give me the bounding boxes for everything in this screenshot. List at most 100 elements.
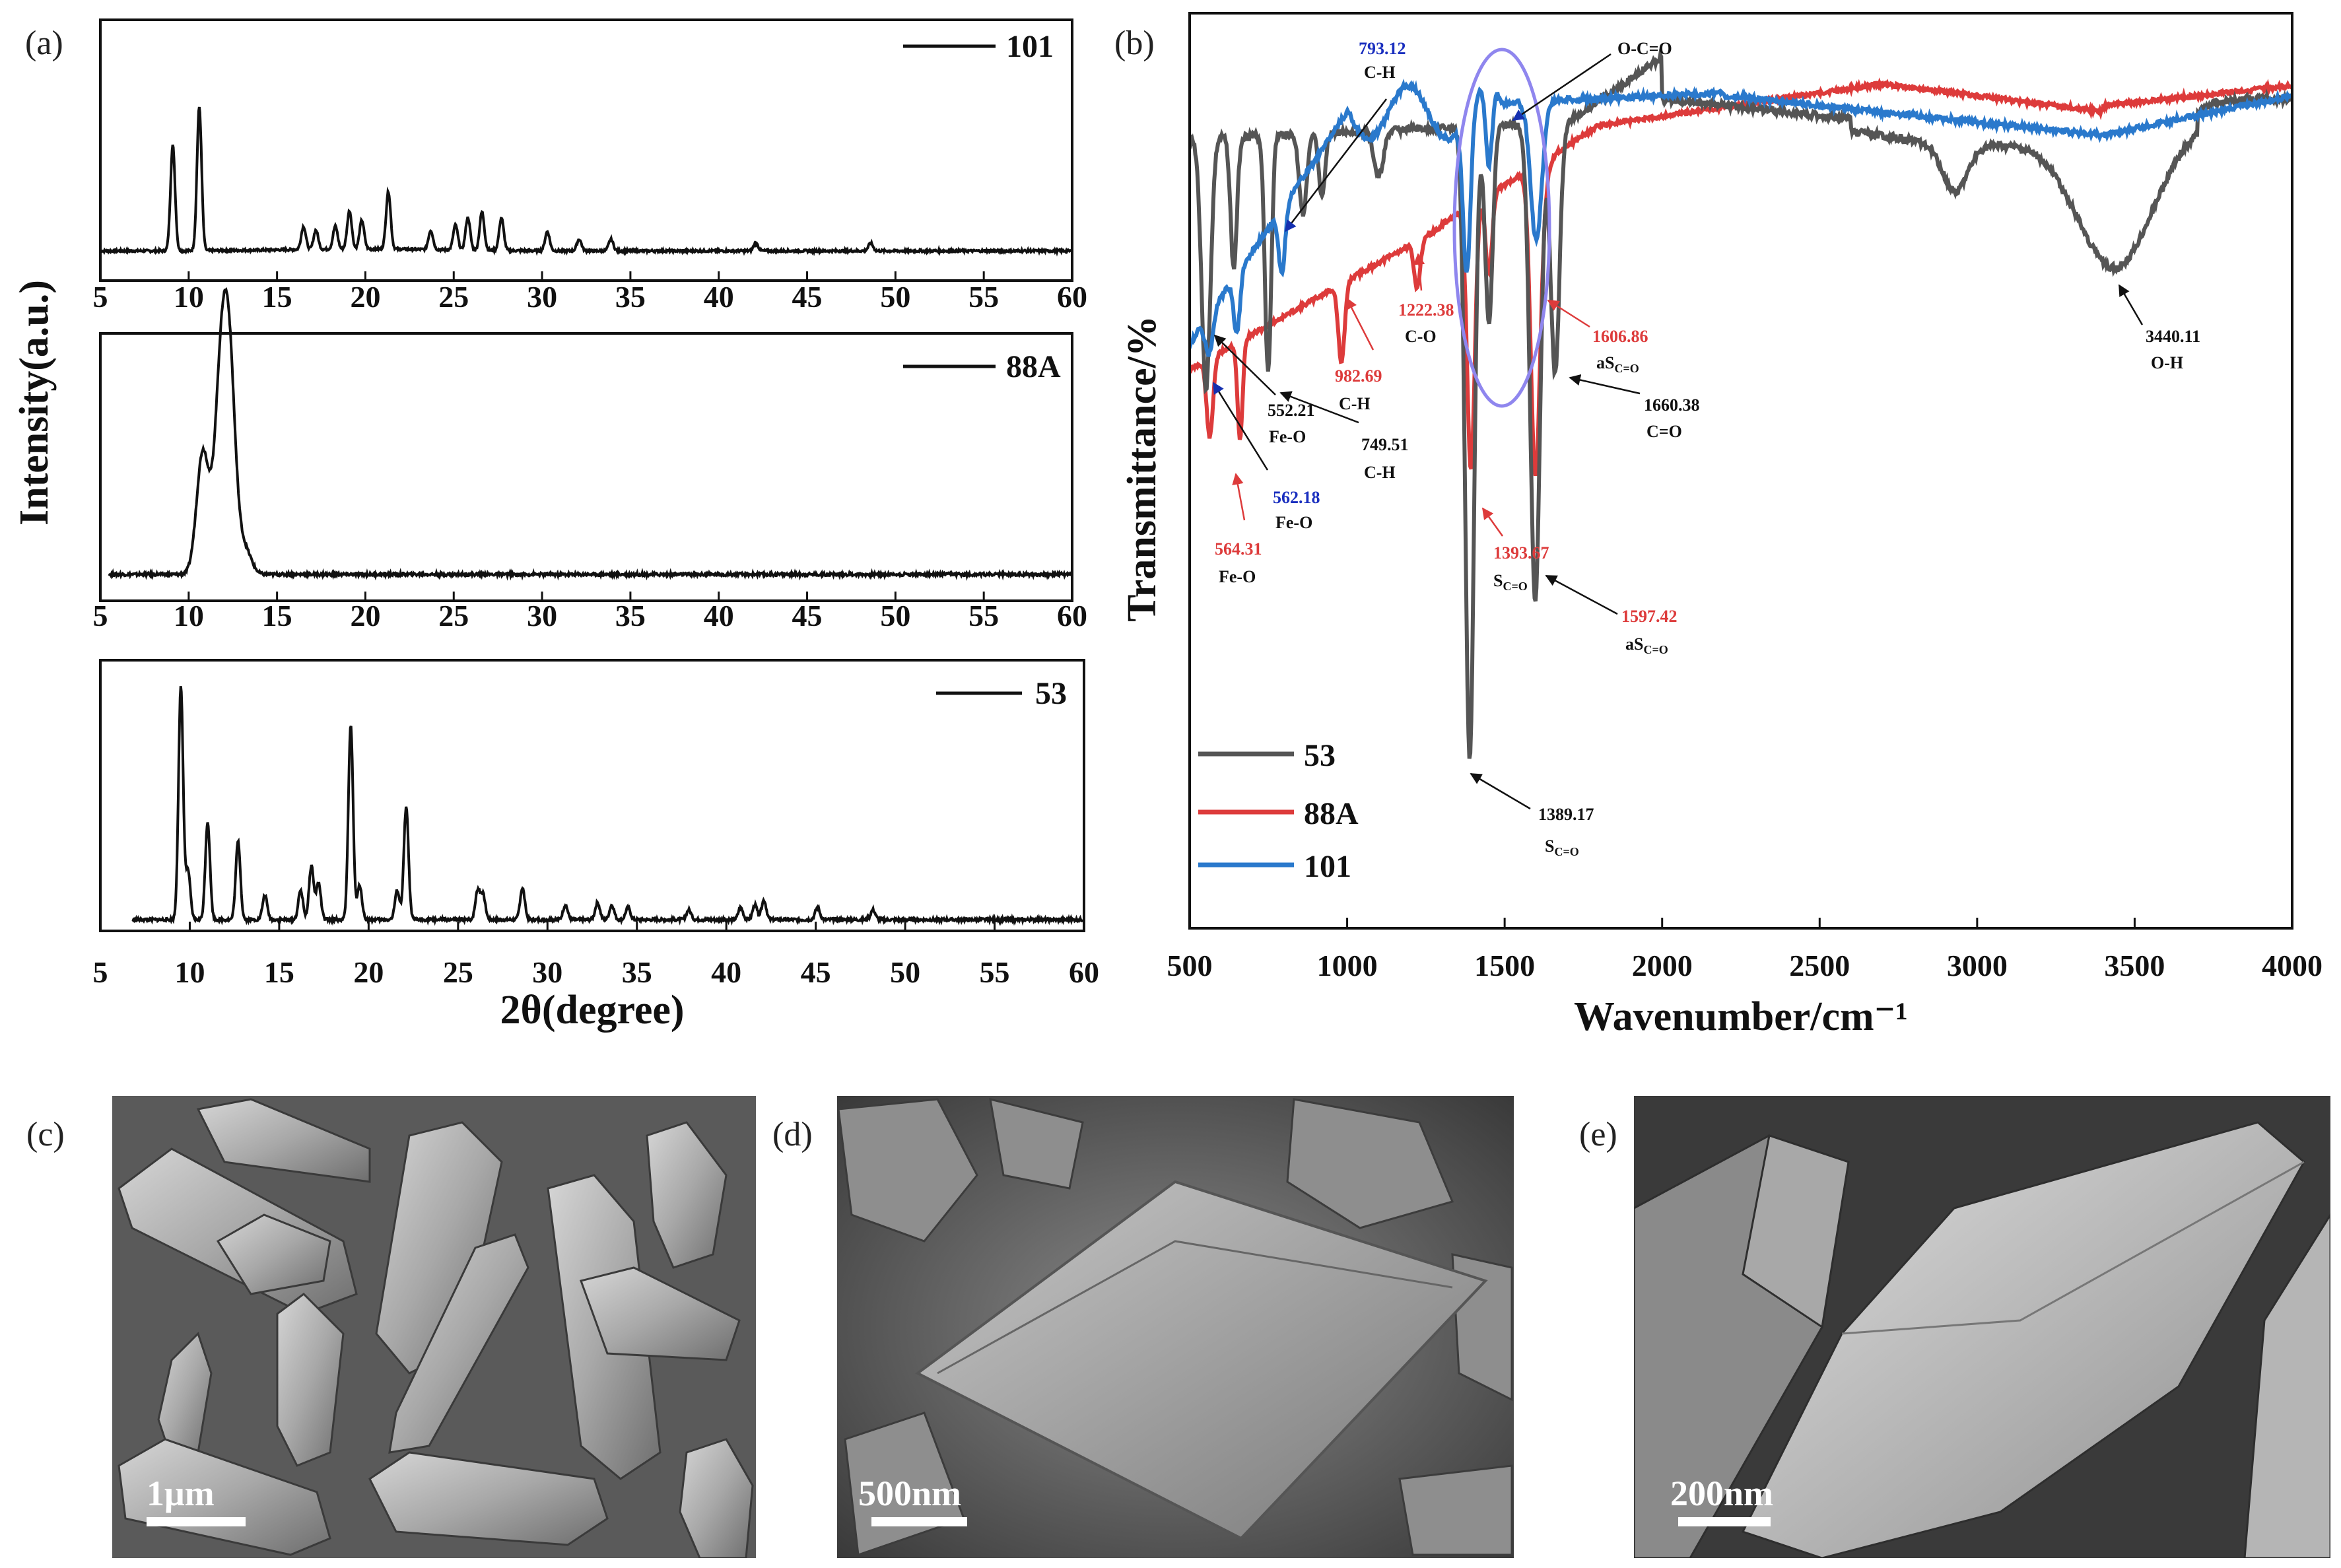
ftir-legend: 53 88A 101 [1198, 738, 1359, 884]
ann-1389-group: SC=O [1545, 836, 1579, 858]
arrow-552 [1213, 334, 1276, 395]
xrd-tick-label: 10 [174, 280, 204, 314]
arrow-1222 [1413, 253, 1425, 291]
xrd-101-x-ticks: 5 10 15 20 25 30 35 40 45 50 55 60 [93, 271, 1087, 314]
ann-1597-group: aSC=O [1625, 634, 1668, 656]
xrd-tick-label: 15 [262, 280, 292, 314]
xrd-tick-label: 15 [262, 599, 292, 632]
panel-d-label: (d) [772, 1116, 813, 1153]
xrd-tick-label: 5 [93, 955, 108, 989]
xrd-tick-label: 55 [980, 955, 1010, 989]
ftir-frame [1188, 12, 2293, 930]
ftir-tick-label: 1500 [1474, 949, 1535, 982]
ann-982-group: C-H [1339, 394, 1371, 413]
arrow-1660 [1569, 374, 1641, 395]
ann-1660-num: 1660.38 [1644, 395, 1700, 415]
ftir-y-axis-label: Transmittance/% [1120, 316, 1165, 622]
ann-793-num: 793.12 [1359, 39, 1406, 58]
ann-1393-group: SC=O [1493, 571, 1528, 593]
ann-562-group: Fe-O [1275, 513, 1312, 532]
xrd-tick-label: 35 [615, 280, 646, 314]
xrd-tick-label: 45 [801, 955, 831, 989]
xrd-tick-label: 15 [264, 955, 294, 989]
ann-749-group: C-H [1364, 463, 1396, 482]
ftir-tick-label: 3500 [2104, 949, 2165, 982]
panel-b-label: (b) [1114, 24, 1155, 62]
sem-image-d: 500nm [837, 1096, 1514, 1558]
sem-d-crystal [915, 1180, 1488, 1540]
xrd-y-axis-label: Intensity(a.u.) [12, 280, 57, 526]
ann-1660-group: C=O [1646, 422, 1682, 441]
ftir-88A-spectrum [1191, 77, 2291, 477]
xrd-53-frame [99, 659, 1085, 932]
ann-793-group: C-H [1364, 63, 1396, 82]
ann-ocO: O-C=O [1617, 39, 1672, 58]
xrd-tick-label: 25 [438, 599, 469, 632]
xrd-tick-label: 60 [1057, 599, 1087, 632]
xrd-88A-x-ticks: 5 10 15 20 25 30 35 40 45 50 55 60 [93, 592, 1087, 632]
ftir-legend-101: 101 [1304, 849, 1351, 884]
legend-53-label: 53 [1035, 676, 1067, 711]
xrd-tick-label: 20 [350, 280, 380, 314]
xrd-88A-frame [99, 332, 1073, 602]
arrow-562 [1212, 382, 1269, 471]
legend-101-label: 101 [1006, 29, 1054, 64]
xrd-tick-label: 30 [527, 599, 557, 632]
ann-1606-group: aSC=O [1596, 353, 1639, 375]
arrow-1606 [1547, 299, 1590, 328]
xrd-tick-label: 60 [1069, 955, 1099, 989]
scale-bar-c: 1μm [147, 1474, 215, 1513]
ann-3440-group: O-H [2151, 353, 2183, 372]
xrd-tick-label: 55 [968, 599, 999, 632]
sem-image-c: 1μm [112, 1096, 756, 1558]
ann-1222-group: C-O [1405, 327, 1437, 346]
arrow-3440 [2118, 284, 2144, 325]
scale-bar-e: 200nm [1670, 1474, 1773, 1513]
xrd-tick-label: 45 [792, 280, 823, 314]
ann-552-group: Fe-O [1269, 427, 1306, 446]
arrow-1597 [1545, 574, 1618, 615]
arrow-1389 [1470, 772, 1531, 810]
ann-1222-num: 1222.38 [1398, 300, 1454, 320]
arrow-749 [1279, 391, 1359, 424]
arrow-564 [1232, 473, 1246, 521]
xrd-53-pattern [131, 686, 1085, 926]
ann-1597-num: 1597.42 [1621, 607, 1678, 626]
xrd-tick-label: 35 [615, 599, 646, 632]
xrd-tick-label: 5 [93, 599, 108, 632]
ftir-legend-88A: 88A [1304, 796, 1359, 831]
xrd-subplot-88A: 88A 5 10 15 20 25 30 35 40 45 50 55 60 [93, 287, 1087, 632]
xrd-subplot-53: 53 5 10 15 20 25 30 35 40 45 50 55 60 [93, 659, 1099, 989]
ann-3440-num: 3440.11 [2146, 327, 2200, 346]
ann-982-num: 982.69 [1335, 366, 1382, 386]
ftir-x-ticks: 500 1000 1500 2000 2500 3000 3500 4000 [1167, 918, 2323, 982]
arrow-982 [1345, 297, 1374, 351]
panel-e-label: (e) [1579, 1116, 1617, 1153]
ann-564-num: 564.31 [1215, 539, 1262, 559]
sem-image-e: 200nm [1634, 1096, 2330, 1558]
ann-1606-num: 1606.86 [1592, 327, 1648, 346]
ann-562-num: 562.18 [1273, 488, 1320, 507]
xrd-tick-label: 30 [527, 280, 557, 314]
xrd-tick-label: 30 [532, 955, 562, 989]
legend-88A-label: 88A [1006, 349, 1061, 384]
ftir-x-axis-text: Wavenumber/cm⁻¹ [1574, 994, 1908, 1039]
ftir-annotations: 793.12 C-H O-C=O 1222.38 C-O 982.69 C-H … [1212, 39, 2200, 858]
xrd-tick-label: 50 [880, 280, 910, 314]
ftir-highlight-ellipse [1452, 48, 1551, 408]
ann-552-num: 552.21 [1268, 401, 1315, 420]
xrd-tick-label: 35 [622, 955, 652, 989]
ftir-legend-53: 53 [1304, 738, 1336, 773]
panel-c-label: (c) [26, 1116, 65, 1153]
ftir-x-axis-label: Wavenumber/cm⁻¹ [1574, 994, 1908, 1039]
xrd-53-x-ticks: 5 10 15 20 25 30 35 40 45 50 55 60 [93, 922, 1099, 989]
xrd-tick-label: 20 [353, 955, 384, 989]
ann-564-group: Fe-O [1219, 567, 1256, 586]
xrd-tick-label: 5 [93, 280, 108, 314]
ftir-tick-label: 500 [1167, 949, 1213, 982]
xrd-tick-label: 40 [704, 280, 734, 314]
xrd-tick-label: 10 [174, 599, 204, 632]
xrd-tick-label: 60 [1057, 280, 1087, 314]
panel-a-label: (a) [25, 24, 63, 62]
xrd-tick-label: 50 [880, 599, 910, 632]
